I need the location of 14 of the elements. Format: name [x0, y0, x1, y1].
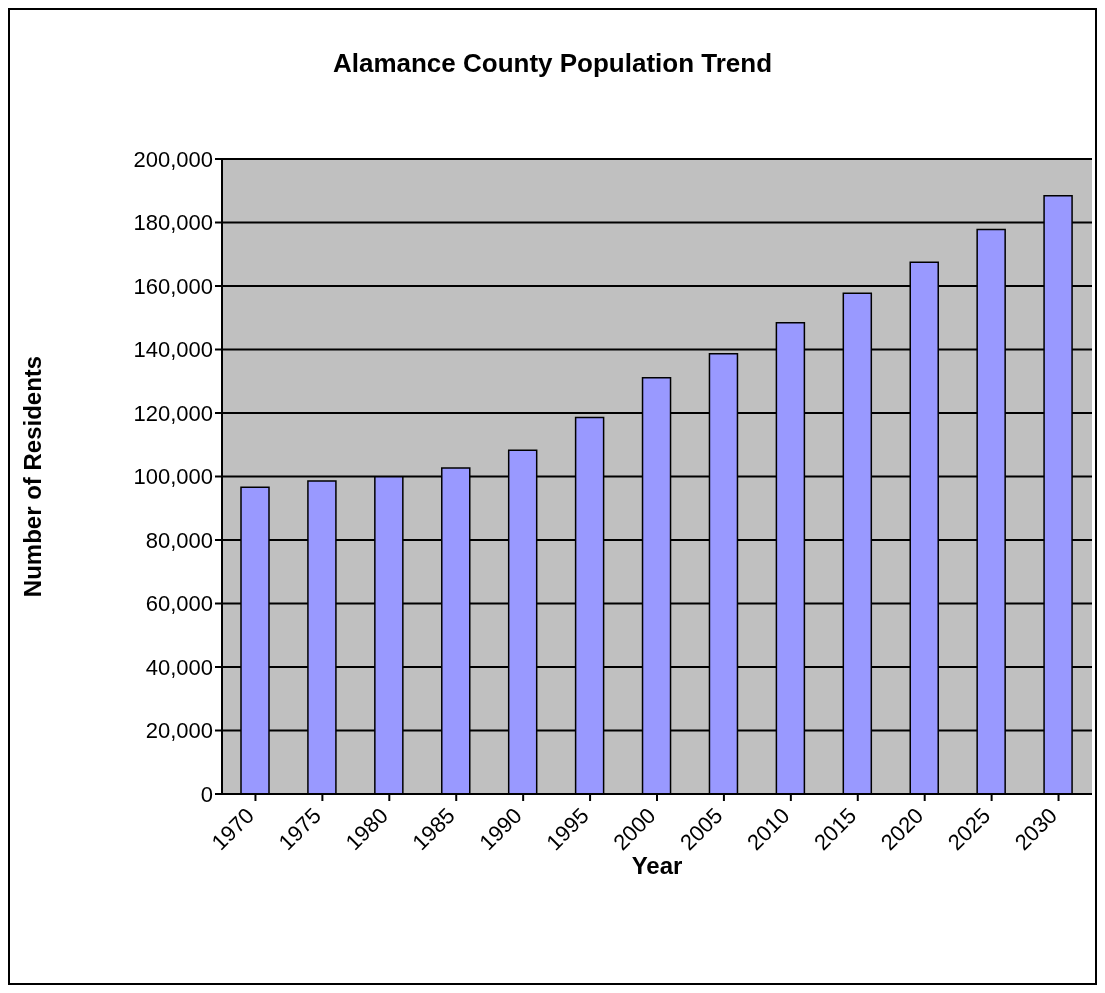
chart-title: Alamance County Population Trend — [331, 48, 774, 79]
y-axis-title: Number of Residents — [18, 355, 46, 598]
y-tick-label: 160,000 — [133, 273, 213, 299]
y-tick-label: 180,000 — [133, 210, 213, 236]
y-tick-label: 200,000 — [133, 146, 213, 172]
y-tick-label: 120,000 — [133, 400, 213, 426]
y-tick-label: 80,000 — [145, 527, 213, 553]
y-tick-label: 60,000 — [145, 591, 213, 617]
y-tick-label: 40,000 — [145, 654, 213, 680]
y-tick-label: 140,000 — [133, 337, 213, 363]
y-tick-label: 0 — [200, 781, 213, 807]
x-axis-title: Year — [631, 852, 683, 879]
y-tick-label: 20,000 — [145, 718, 213, 744]
y-tick-label: 100,000 — [133, 464, 213, 490]
